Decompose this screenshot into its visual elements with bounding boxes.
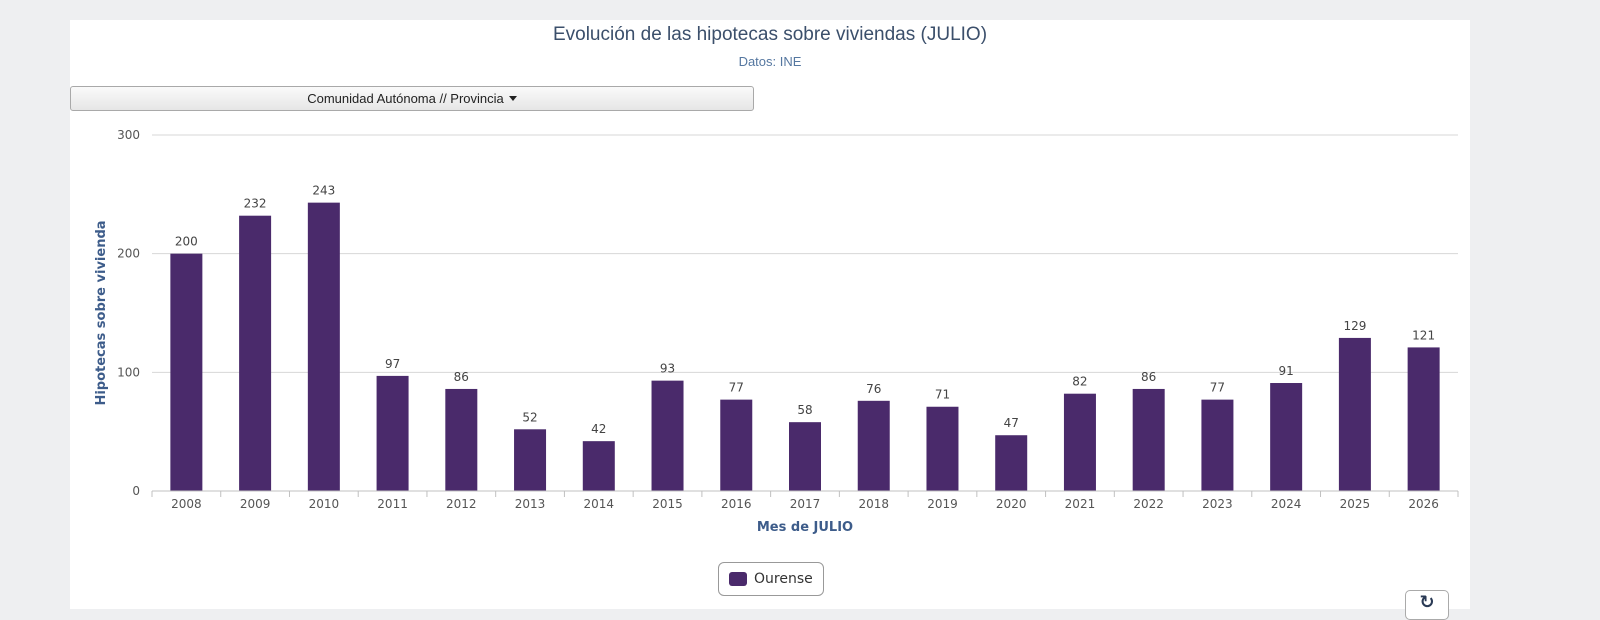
bar-2017 — [789, 422, 821, 491]
bar-2010 — [307, 202, 340, 491]
y-tick-label: 300 — [117, 128, 140, 142]
x-tick-label: 2010 — [309, 497, 340, 511]
data-label: 77 — [1210, 381, 1225, 395]
y-tick-label: 0 — [132, 484, 140, 498]
x-tick-label: 2023 — [1202, 497, 1233, 511]
bar-2021 — [1063, 393, 1096, 491]
x-tick-label: 2019 — [927, 497, 958, 511]
bar-2016 — [720, 399, 753, 491]
data-label: 121 — [1412, 328, 1435, 342]
data-label: 97 — [385, 357, 400, 371]
x-tick-label: 2026 — [1408, 497, 1439, 511]
x-tick-label: 2017 — [790, 497, 821, 511]
legend-label: Ourense — [754, 571, 813, 587]
x-tick-label: 2024 — [1271, 497, 1302, 511]
x-tick-label: 2011 — [377, 497, 408, 511]
data-label: 200 — [175, 235, 198, 249]
bar-2015 — [651, 380, 684, 491]
bar-2008 — [170, 253, 203, 491]
x-tick-label: 2013 — [515, 497, 546, 511]
x-tick-label: 2021 — [1065, 497, 1096, 511]
data-label: 47 — [1004, 416, 1019, 430]
region-selector-dropdown[interactable]: Comunidad Autónoma // Provincia — [70, 86, 754, 111]
y-axis-title: Hipotecas sobre vivienda — [94, 220, 109, 405]
chart-subtitle: Datos: INE — [738, 54, 802, 69]
region-selector-label: Comunidad Autónoma // Provincia — [307, 91, 504, 106]
data-label: 129 — [1343, 319, 1366, 333]
bar-2012 — [445, 388, 478, 491]
bar-2013 — [514, 429, 547, 491]
data-label: 82 — [1072, 375, 1087, 389]
refresh-button[interactable]: ↻ — [1405, 590, 1449, 620]
refresh-icon: ↻ — [1419, 592, 1435, 613]
data-label: 42 — [591, 422, 606, 436]
data-label: 86 — [454, 370, 469, 384]
x-tick-label: 2015 — [652, 497, 683, 511]
chart-title: Evolución de las hipotecas sobre viviend… — [552, 24, 988, 45]
data-label: 86 — [1141, 370, 1156, 384]
data-label: 58 — [797, 403, 812, 417]
data-label: 93 — [660, 362, 675, 376]
bar-2020 — [995, 435, 1028, 491]
data-label: 71 — [935, 388, 950, 402]
x-tick-label: 2008 — [171, 497, 202, 511]
x-tick-label: 2016 — [721, 497, 752, 511]
bar-2023 — [1201, 399, 1234, 491]
bar-2026 — [1407, 347, 1440, 491]
bar-2022 — [1132, 388, 1165, 491]
x-tick-label: 2014 — [584, 497, 615, 511]
data-label: 76 — [866, 382, 881, 396]
bar-chart: 0 100 200 300 200 2008 232 2009 243 2010 97 2011 86 2… — [94, 128, 1459, 535]
x-tick-label: 2020 — [996, 497, 1027, 511]
x-tick-label: 2012 — [446, 497, 477, 511]
bar-2014 — [582, 441, 615, 491]
bar-2011 — [376, 375, 409, 491]
x-tick-label: 2025 — [1340, 497, 1371, 511]
legend-swatch — [729, 572, 747, 586]
x-tick-label: 2009 — [240, 497, 271, 511]
bar-2024 — [1270, 383, 1303, 491]
bar-2025 — [1338, 337, 1371, 491]
x-tick-label: 2018 — [858, 497, 889, 511]
data-label: 243 — [312, 184, 335, 198]
bar-2019 — [926, 406, 959, 491]
bar-2018 — [857, 400, 890, 491]
x-tick-label: 2022 — [1133, 497, 1164, 511]
data-label: 91 — [1279, 364, 1294, 378]
data-label: 232 — [244, 197, 267, 211]
caret-down-icon — [508, 96, 517, 101]
y-tick-label: 100 — [117, 365, 140, 379]
chart-panel: Evolución de las hipotecas sobre viviend… — [70, 20, 1470, 609]
data-label: 52 — [522, 410, 537, 424]
data-label: 77 — [729, 381, 744, 395]
bar-2009 — [239, 215, 272, 491]
legend-item-ourense[interactable]: Ourense — [718, 562, 824, 596]
y-tick-label: 200 — [117, 247, 140, 261]
x-axis-title: Mes de JULIO — [757, 520, 853, 535]
